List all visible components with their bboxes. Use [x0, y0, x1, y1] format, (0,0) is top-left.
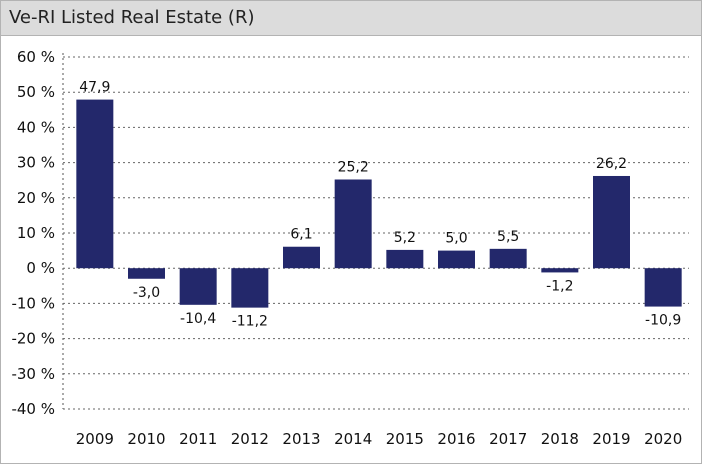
bars	[76, 99, 682, 308]
bar-2015	[386, 249, 424, 269]
bar-2012	[231, 268, 269, 308]
data-label-2019: 26,2	[596, 156, 627, 172]
data-label-2015: 5,2	[394, 230, 416, 246]
bar-2018	[541, 268, 579, 273]
gridlines	[63, 56, 689, 410]
x-axis-ticks: 2009 2010 2011 2012 2013 2014 2015 2016 2017 2018…	[76, 430, 683, 448]
x-tick-label: 2016	[437, 430, 475, 448]
bar-2017	[489, 248, 527, 269]
bar-2020	[644, 268, 682, 307]
bar-2014	[334, 179, 372, 269]
data-label-2010: -3,0	[133, 285, 160, 301]
bar-2009	[76, 99, 114, 269]
x-tick-label: 2015	[386, 430, 424, 448]
data-label-2011: -10,4	[180, 311, 216, 327]
data-labels: 47,9 -3,0 -10,4 -11,2 6,1 25,2 5,2 5,0 5,5 -1,2 26…	[79, 80, 681, 330]
bar-2019	[593, 175, 630, 269]
y-tick-label: 0 %	[26, 259, 55, 277]
x-tick-label: 2014	[334, 430, 372, 448]
title-bar: Ve-RI Listed Real Estate (R)	[1, 1, 701, 36]
y-tick-label: 20 %	[17, 189, 55, 207]
data-label-2013: 6,1	[290, 227, 312, 243]
y-tick-label: 30 %	[17, 154, 55, 172]
chart-title: Ve-RI Listed Real Estate (R)	[9, 7, 255, 28]
bar-2016	[438, 250, 475, 269]
data-label-2012: -11,2	[232, 314, 268, 330]
bar-2013	[283, 246, 320, 269]
y-tick-label: -30 %	[11, 365, 55, 383]
x-tick-label: 2011	[179, 430, 217, 448]
x-tick-label: 2012	[231, 430, 269, 448]
y-tick-label: 10 %	[17, 224, 55, 242]
x-tick-label: 2009	[76, 430, 114, 448]
x-tick-label: 2018	[541, 430, 579, 448]
data-label-2017: 5,5	[497, 229, 519, 245]
x-tick-label: 2010	[127, 430, 165, 448]
y-tick-label: -10 %	[11, 294, 55, 312]
y-tick-label: 40 %	[17, 118, 55, 136]
y-tick-label: 60 %	[17, 48, 55, 66]
data-label-2009: 47,9	[79, 80, 110, 96]
data-label-2018: -1,2	[546, 278, 573, 294]
x-tick-label: 2013	[282, 430, 320, 448]
y-tick-label: -20 %	[11, 330, 55, 348]
data-label-2016: 5,0	[445, 231, 467, 247]
x-tick-label: 2019	[592, 430, 630, 448]
bar-2010	[128, 268, 165, 279]
x-tick-label: 2020	[644, 430, 682, 448]
y-tick-label: -40 %	[11, 400, 55, 418]
y-axis-ticks: 60 % 50 % 40 % 30 % 20 % 10 % 0 % -10 % -20 % -30…	[11, 48, 55, 418]
x-tick-label: 2017	[489, 430, 527, 448]
y-tick-label: 50 %	[17, 83, 55, 101]
data-label-2020: -10,9	[645, 313, 681, 329]
data-label-2014: 25,2	[338, 159, 369, 175]
bar-2011	[179, 268, 217, 305]
